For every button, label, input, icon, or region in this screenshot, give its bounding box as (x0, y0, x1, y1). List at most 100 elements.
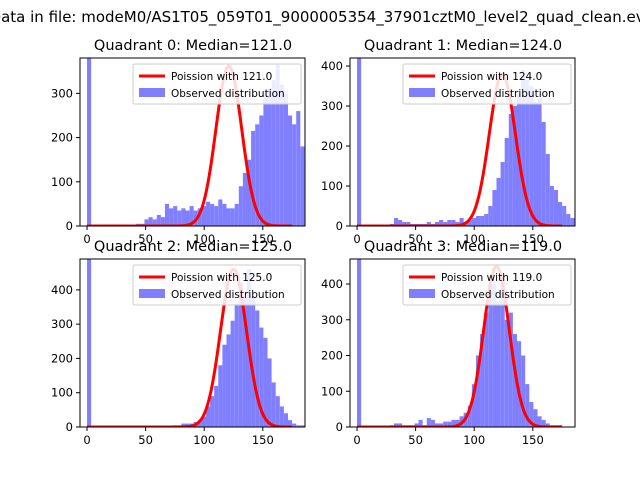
legend-fit-label: Poission with 119.0 (441, 272, 542, 284)
fit-line (357, 264, 563, 427)
histogram-bar (325, 213, 329, 226)
x-tick-label: 0 (83, 232, 90, 246)
axes-frame (79, 57, 306, 227)
legend-hist-label: Observed distribution (441, 289, 555, 301)
histogram-bar (156, 214, 161, 226)
histogram-bar (599, 224, 603, 226)
histogram-bar (467, 405, 472, 427)
histogram-bar (214, 206, 219, 226)
histogram-bar (471, 384, 476, 427)
plot-area (357, 259, 563, 427)
y-tick-label: 400 (321, 277, 343, 291)
x-tick-label: 0 (353, 433, 360, 447)
histogram-bar (288, 420, 293, 427)
histogram-bar (197, 420, 202, 427)
histogram-bar (537, 98, 542, 226)
histogram-bar (451, 419, 456, 427)
histogram-bar (508, 114, 513, 226)
histogram-bar (447, 220, 452, 226)
histogram-bar (201, 206, 206, 226)
x-tick-label: 100 (463, 232, 485, 246)
histogram-bar (402, 222, 407, 226)
histogram-bar (545, 423, 550, 427)
histogram-bar (579, 222, 583, 226)
y-tick-label: 0 (336, 219, 343, 233)
histogram-bar (317, 199, 321, 226)
histogram-bar (321, 208, 325, 226)
histogram-bar (500, 162, 505, 226)
y-tick-label: 300 (51, 317, 73, 331)
y-tick-label: 100 (321, 179, 343, 193)
x-tick-label: 0 (353, 232, 360, 246)
y-tick-label: 400 (321, 59, 343, 73)
histogram-bar (296, 111, 301, 226)
histogram-bar (263, 93, 268, 226)
histogram-bar (210, 396, 215, 427)
histogram-bar (525, 384, 530, 427)
y-tick-label: 200 (321, 349, 343, 363)
histogram-bar (488, 284, 493, 427)
histogram-bar (181, 208, 186, 226)
histogram-bar (455, 222, 460, 226)
figure-title: Data in file: modeM0/AS1T05_059T01_90000… (0, 8, 640, 27)
x-tick-label: 50 (138, 232, 153, 246)
histogram-bar (189, 206, 194, 226)
histogram-bar (242, 296, 247, 427)
histogram-bar (275, 64, 280, 226)
histogram-bar (296, 425, 301, 427)
histogram-bar (570, 218, 575, 226)
histogram-bar (238, 283, 243, 427)
panel-quadrant-1: 0 50 100 150 0 100 200 300 400 Poission with 124.… (321, 38, 603, 246)
histogram-bar (218, 365, 223, 427)
histogram-bar (562, 206, 567, 226)
histogram-bar (521, 70, 526, 226)
histogram-bar (259, 327, 264, 427)
axes-frame (79, 258, 306, 428)
plot-area (357, 58, 603, 226)
histogram-bar (230, 320, 235, 427)
histogram-bar (504, 319, 509, 427)
histogram-bar (300, 425, 305, 427)
histogram-bar (201, 416, 206, 427)
histogram-bar (271, 382, 276, 427)
panel-title: Quadrant 0: Median=121.0 (94, 38, 292, 54)
legend-hist-swatch (139, 88, 165, 97)
y-tick-label: 300 (321, 99, 343, 113)
histogram-bar (234, 203, 239, 226)
legend-fit-label: Poission with 124.0 (441, 71, 542, 83)
histogram-bar (467, 220, 472, 226)
histogram-bar (230, 208, 235, 226)
histogram-bar (459, 218, 464, 226)
legend-hist-swatch (139, 289, 165, 298)
x-tick-label: 50 (408, 232, 423, 246)
histogram-bar (255, 310, 260, 427)
legend-box (132, 63, 302, 105)
histogram-bar (500, 276, 505, 427)
histogram-bar (169, 208, 174, 226)
panel-title: Quadrant 3: Median=119.0 (364, 239, 562, 255)
histogram-bar (177, 210, 182, 226)
histogram-bar (443, 222, 448, 226)
histogram-bar (263, 337, 268, 427)
histogram-bar (313, 182, 317, 226)
x-tick-label: 100 (193, 232, 215, 246)
histogram-bar (214, 385, 219, 427)
histogram-bar (185, 210, 190, 226)
histogram-bar (488, 206, 493, 226)
histogram-bar (537, 416, 542, 427)
histogram-bar (521, 355, 526, 427)
panel-quadrant-0: 0 50 100 150 0 100 200 300 Poission with 121.0 Ob… (51, 38, 329, 246)
legend-hist-swatch (409, 88, 435, 97)
histogram-bar (492, 284, 497, 427)
histogram-bar (455, 419, 460, 427)
histogram-bar (504, 138, 509, 226)
histogram-bar (529, 401, 534, 427)
histogram-bar (259, 115, 264, 226)
histogram-bar (87, 259, 92, 427)
histogram-bar (426, 222, 431, 226)
histogram-bar (255, 124, 260, 226)
histogram-bar (434, 423, 440, 427)
legend: Poission with 121.0 Observed distribution (132, 63, 302, 105)
histogram-bar (451, 220, 456, 226)
